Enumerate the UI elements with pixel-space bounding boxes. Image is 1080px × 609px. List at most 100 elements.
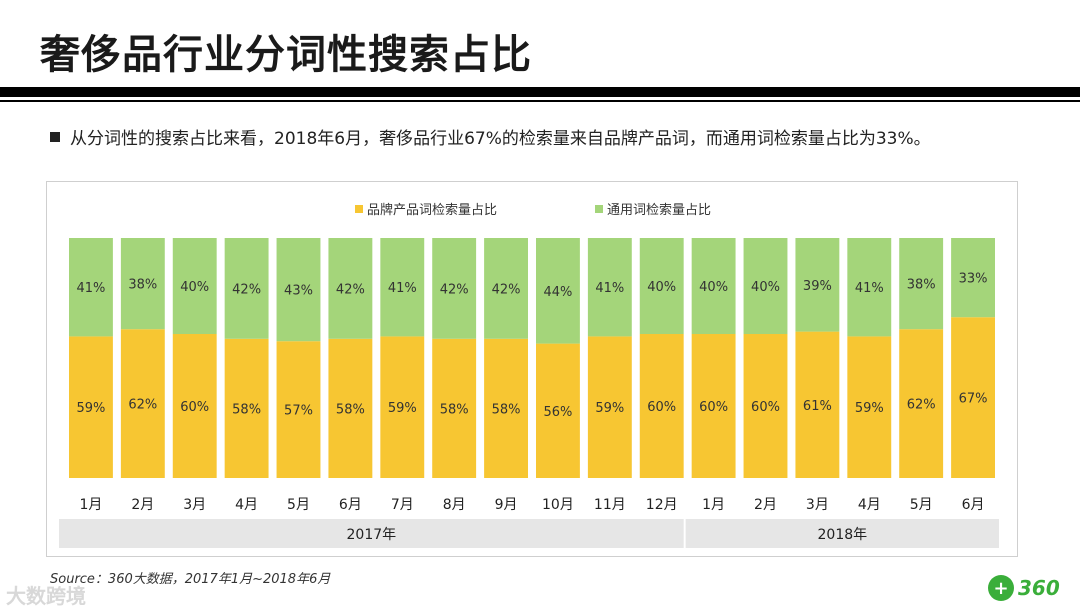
bar-generic-5	[276, 238, 321, 342]
title-divider-thick	[0, 87, 1080, 97]
x-tick-label-4: 4月	[235, 497, 258, 513]
x-tick-label-6: 6月	[339, 497, 362, 513]
summary-bullet: 从分词性的搜索占比来看，2018年6月，奢侈品行业67%的检索量来自品牌产品词，…	[50, 124, 931, 149]
bar-generic-16	[847, 238, 892, 337]
bullet-square-icon	[50, 131, 60, 142]
bar-brand-4	[224, 338, 269, 478]
data-label-generic-5: 43%	[284, 284, 313, 299]
data-label-brand-16: 59%	[855, 401, 884, 416]
bar-generic-2	[120, 238, 165, 330]
x-tick-label-17: 5月	[910, 497, 933, 513]
data-label-generic-11: 41%	[595, 281, 624, 296]
watermark: 大数跨境	[6, 584, 86, 608]
x-tick-label-15: 3月	[806, 497, 829, 513]
x-tick-label-16: 4月	[858, 497, 881, 513]
bar-generic-13	[691, 238, 736, 334]
bar-brand-7	[380, 336, 425, 478]
x-tick-label-8: 8月	[443, 497, 466, 513]
data-label-brand-11: 59%	[595, 401, 624, 416]
x-tick-label-13: 1月	[702, 497, 725, 513]
year-label-1: 2017年	[347, 527, 397, 543]
data-label-brand-14: 60%	[751, 400, 780, 415]
data-label-generic-6: 42%	[336, 282, 365, 297]
data-label-brand-10: 56%	[543, 405, 572, 420]
data-label-generic-10: 44%	[543, 285, 572, 300]
bar-generic-11	[587, 238, 632, 337]
x-tick-label-12: 12月	[646, 497, 678, 513]
bar-generic-12	[639, 238, 684, 334]
bar-brand-15	[795, 331, 840, 478]
data-label-brand-17: 62%	[907, 398, 936, 413]
bar-brand-9	[484, 338, 528, 478]
data-label-brand-18: 67%	[959, 392, 988, 407]
x-tick-label-1: 1月	[79, 497, 102, 513]
data-label-generic-7: 41%	[388, 281, 417, 296]
bar-brand-12	[639, 334, 684, 478]
bar-brand-18	[951, 317, 995, 478]
x-tick-label-7: 7月	[391, 497, 414, 513]
year-band-2	[685, 519, 999, 548]
bar-brand-16	[847, 336, 892, 478]
bar-generic-1	[69, 238, 113, 337]
bar-generic-14	[743, 238, 788, 334]
data-label-generic-15: 39%	[803, 279, 832, 294]
bar-generic-8	[432, 238, 477, 339]
data-label-generic-3: 40%	[180, 280, 209, 295]
source-note: Source：360大数据，2017年1月~2018年6月	[50, 572, 331, 587]
bar-brand-17	[899, 329, 944, 478]
data-label-generic-2: 38%	[128, 278, 157, 293]
year-label-2: 2018年	[818, 527, 868, 543]
data-label-brand-9: 58%	[492, 402, 521, 417]
bar-brand-6	[328, 338, 373, 478]
brand-logo: + 360	[988, 575, 1060, 601]
data-label-brand-12: 60%	[647, 400, 676, 415]
data-label-generic-13: 40%	[699, 280, 728, 295]
x-tick-label-3: 3月	[183, 497, 206, 513]
data-label-generic-14: 40%	[751, 280, 780, 295]
stacked-bar-chart: 品牌产品词检索量占比 通用词检索量占比 59% 41% 1月 62% 38% 2月 60% 40%…	[59, 202, 999, 548]
data-label-brand-5: 57%	[284, 404, 313, 419]
x-tick-label-9: 9月	[495, 497, 518, 513]
title-divider-thin	[0, 100, 1080, 102]
logo-text: 360	[1018, 576, 1060, 600]
data-label-generic-18: 33%	[959, 272, 988, 287]
x-tick-label-14: 2月	[754, 497, 777, 513]
data-label-brand-4: 58%	[232, 402, 261, 417]
data-label-brand-13: 60%	[699, 400, 728, 415]
data-label-brand-1: 59%	[76, 401, 105, 416]
x-tick-label-2: 2月	[131, 497, 154, 513]
data-label-brand-8: 58%	[440, 402, 469, 417]
data-label-generic-4: 42%	[232, 282, 261, 297]
bar-brand-2	[120, 329, 165, 478]
legend-label-1: 品牌产品词检索量占比	[367, 202, 497, 218]
data-label-brand-15: 61%	[803, 399, 832, 414]
bar-generic-4	[224, 238, 269, 339]
bar-generic-18	[951, 238, 995, 318]
bar-brand-3	[172, 334, 217, 478]
legend-swatch-1	[355, 205, 363, 213]
bar-brand-10	[536, 343, 580, 478]
bar-generic-3	[172, 238, 217, 334]
data-label-generic-12: 40%	[647, 280, 676, 295]
data-label-brand-6: 58%	[336, 402, 365, 417]
bar-brand-8	[432, 338, 477, 478]
bar-generic-17	[899, 238, 944, 330]
summary-text: 从分词性的搜索占比来看，2018年6月，奢侈品行业67%的检索量来自品牌产品词，…	[70, 129, 931, 149]
bar-brand-1	[69, 336, 113, 478]
year-band-1	[59, 519, 684, 548]
data-label-brand-7: 59%	[388, 401, 417, 416]
data-label-generic-9: 42%	[492, 282, 521, 297]
x-tick-label-18: 6月	[962, 497, 985, 513]
legend-swatch-2	[595, 205, 603, 213]
page-title: 奢侈品行业分词性搜索占比	[40, 32, 532, 78]
bar-brand-13	[691, 334, 736, 478]
chart-panel: 品牌产品词检索量占比 通用词检索量占比 59% 41% 1月 62% 38% 2月 60% 40%…	[46, 181, 1018, 557]
data-label-generic-1: 41%	[76, 281, 105, 296]
bar-generic-7	[380, 238, 425, 337]
bar-brand-14	[743, 334, 788, 478]
data-label-generic-17: 38%	[907, 278, 936, 293]
bar-generic-15	[795, 238, 840, 332]
data-label-generic-8: 42%	[440, 282, 469, 297]
legend-label-2: 通用词检索量占比	[607, 203, 711, 218]
data-label-generic-16: 41%	[855, 281, 884, 296]
